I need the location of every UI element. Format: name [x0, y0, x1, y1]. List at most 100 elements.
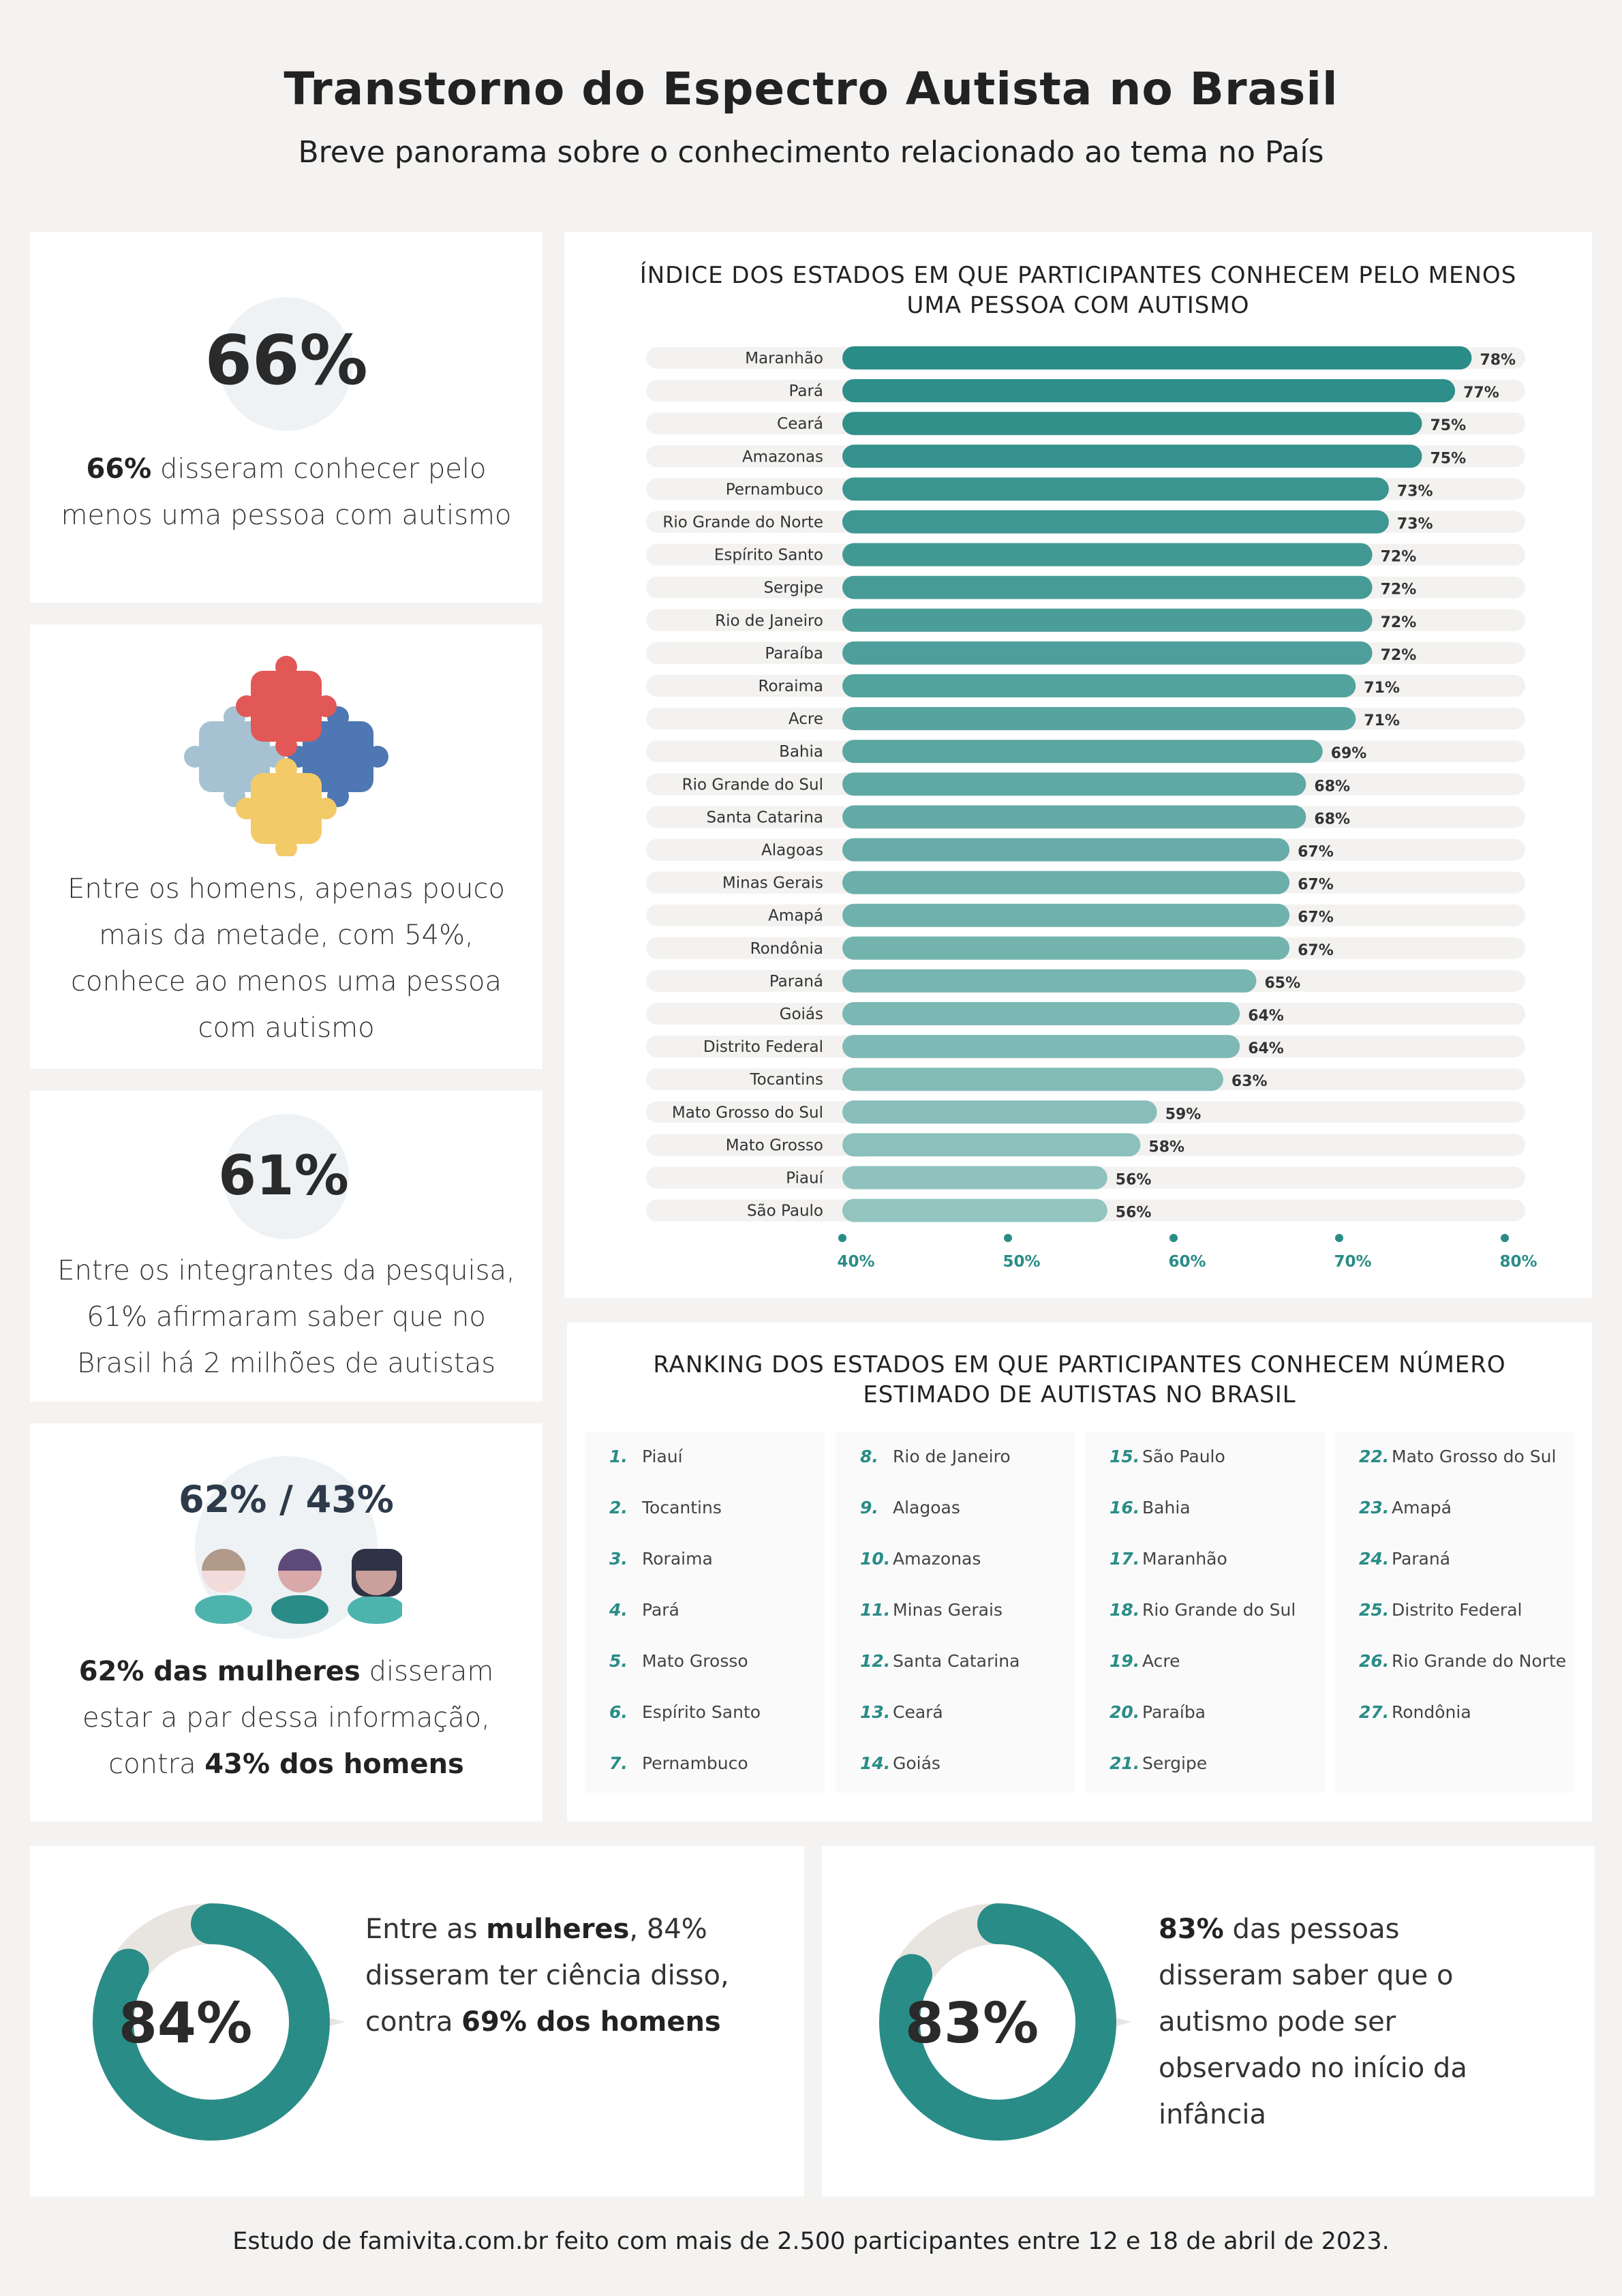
ranking-number: 15. [1110, 1447, 1140, 1466]
ranking-state: Ceará [893, 1702, 943, 1722]
value-label: 56% [1116, 1172, 1152, 1189]
ranking-number: 12. [860, 1651, 891, 1671]
bar [842, 1068, 1223, 1091]
ranking-item: 24. Paraná [1359, 1549, 1450, 1569]
value-label: 71% [1364, 712, 1400, 729]
stat-card-66: 66% 66% disseram conhecer pelo menos uma… [30, 232, 542, 603]
bar [842, 936, 1290, 960]
category-label: Rio de Janeiro [715, 612, 823, 630]
ranking-number: 5. [609, 1651, 628, 1671]
stat-description: Entre os homens, apenas pouco mais da me… [67, 873, 505, 1044]
ranking-item: 6. Espírito Santo [609, 1702, 761, 1722]
desc-bold: 69% dos homens [461, 2006, 721, 2038]
chart-title: ÍNDICE DOS ESTADOS EM QUE PARTICIPANTES … [639, 262, 1517, 319]
bar [842, 838, 1290, 862]
stat-description: Entre os integrantes da pesquisa, 61% af… [57, 1255, 515, 1379]
bar [842, 510, 1389, 534]
ranking-item: 17. Maranhão [1110, 1549, 1227, 1569]
ranking-item: 19. Acre [1110, 1651, 1180, 1671]
stat-circle-bg [224, 1114, 349, 1239]
ranking-state: Piauí [642, 1447, 683, 1466]
tick-dot [838, 1234, 846, 1242]
ranking-number: 6. [609, 1702, 628, 1722]
ranking-card: RANKING DOS ESTADOS EM QUE PARTICIPANTES… [567, 1323, 1592, 1822]
tick-label: 80% [1499, 1253, 1537, 1271]
category-label: Distrito Federal [703, 1038, 823, 1056]
ranking-title: RANKING DOS ESTADOS EM QUE PARTICIPANTES… [653, 1351, 1506, 1408]
category-label: Tocantins [750, 1071, 824, 1089]
ranking-item: 8. Rio de Janeiro [860, 1447, 1011, 1466]
bar [842, 969, 1257, 993]
category-label: Rio Grande do Sul [682, 776, 823, 794]
category-label: Minas Gerais [722, 875, 823, 892]
stat-card-61: 61% Entre os integrantes da pesquisa, 61… [30, 1091, 542, 1402]
ranking-number: 23. [1359, 1498, 1390, 1517]
value-label: 73% [1397, 483, 1433, 500]
ranking-item: 1. Piauí [609, 1447, 683, 1466]
bar [842, 346, 1472, 369]
ranking-state: Bahia [1142, 1498, 1191, 1517]
ranking-number: 10. [860, 1549, 891, 1569]
donut-chart-84: 84% [93, 1903, 345, 2141]
donut-card-84: 84% Entre as mulheres, 84% disseram ter … [30, 1846, 804, 2196]
value-label: 67% [1298, 942, 1334, 959]
category-label: Paraná [769, 973, 823, 991]
bar [842, 1133, 1141, 1157]
ranking-column: 8. Rio de Janeiro 9. Alagoas 10. Amazonas 11. M… [836, 1432, 1075, 1793]
ranking-state: Sergipe [1142, 1753, 1208, 1773]
category-label: Ceará [777, 415, 823, 433]
bar [842, 379, 1456, 403]
ranking-state: São Paulo [1142, 1447, 1225, 1466]
value-label: 58% [1148, 1138, 1184, 1155]
category-label: Amapá [768, 907, 823, 925]
stat-bold-women: 62% das mulheres [78, 1656, 361, 1687]
value-label: 69% [1331, 745, 1367, 762]
puzzle-icon [184, 656, 388, 856]
bar [842, 1002, 1240, 1025]
ranking-number: 17. [1110, 1549, 1140, 1569]
value-label: 56% [1116, 1205, 1152, 1222]
ranking-number: 11. [860, 1600, 891, 1620]
tick-label: 70% [1334, 1253, 1371, 1271]
category-label: Alagoas [761, 842, 823, 860]
tick-dot [1169, 1234, 1178, 1242]
ranking-item: 11. Minas Gerais [860, 1600, 1003, 1620]
bar [842, 575, 1373, 599]
desc-bold: mulheres [486, 1914, 630, 1945]
value-label: 75% [1430, 417, 1467, 434]
donut-description: 83% das pessoas disseram saber que o aut… [1159, 1906, 1499, 2138]
ranking-state: Rio de Janeiro [893, 1447, 1011, 1466]
ranking-column: 1. Piauí 2. Tocantins 3. Roraima 4. Pará 5. Mato … [585, 1432, 825, 1793]
ranking-number: 3. [609, 1549, 628, 1569]
ranking-state: Mato Grosso do Sul [1392, 1447, 1557, 1466]
value-label: 72% [1381, 647, 1417, 664]
ranking-state: Goiás [893, 1753, 940, 1773]
ranking-item: 18. Rio Grande do Sul [1110, 1600, 1296, 1620]
bar [842, 772, 1306, 796]
ranking-item: 15. São Paulo [1110, 1447, 1225, 1466]
donut-chart-83: 83% [879, 1903, 1131, 2141]
category-label: Mato Grosso do Sul [672, 1104, 823, 1121]
bar [842, 1035, 1240, 1059]
ranking-item: 2. Tocantins [609, 1498, 722, 1517]
value-label: 63% [1231, 1073, 1268, 1090]
ranking-state: Paraíba [1142, 1702, 1206, 1722]
category-label: Mato Grosso [726, 1136, 823, 1154]
stat-description: 66% disseram conhecer pelo menos uma pes… [57, 446, 515, 539]
ranking-number: 16. [1110, 1498, 1140, 1517]
ranking-state: Paraná [1392, 1549, 1451, 1569]
ranking-state: Pará [642, 1600, 679, 1620]
ranking-state: Distrito Federal [1392, 1600, 1522, 1620]
value-label: 72% [1381, 614, 1417, 631]
value-label: 73% [1397, 516, 1433, 533]
people-icon [195, 1549, 402, 1624]
stat-card-men: Entre os homens, apenas pouco mais da me… [30, 624, 542, 1069]
ranking-item: 4. Pará [609, 1600, 679, 1620]
value-label: 67% [1298, 877, 1334, 894]
category-label: Maranhão [745, 350, 823, 367]
ranking-item: 22. Mato Grosso do Sul [1359, 1447, 1556, 1466]
value-label: 71% [1364, 680, 1400, 697]
stat-bold-men: 43% dos homens [204, 1749, 464, 1780]
ranking-state: Amapá [1392, 1498, 1452, 1517]
category-label: Rio Grande do Norte [662, 514, 823, 532]
